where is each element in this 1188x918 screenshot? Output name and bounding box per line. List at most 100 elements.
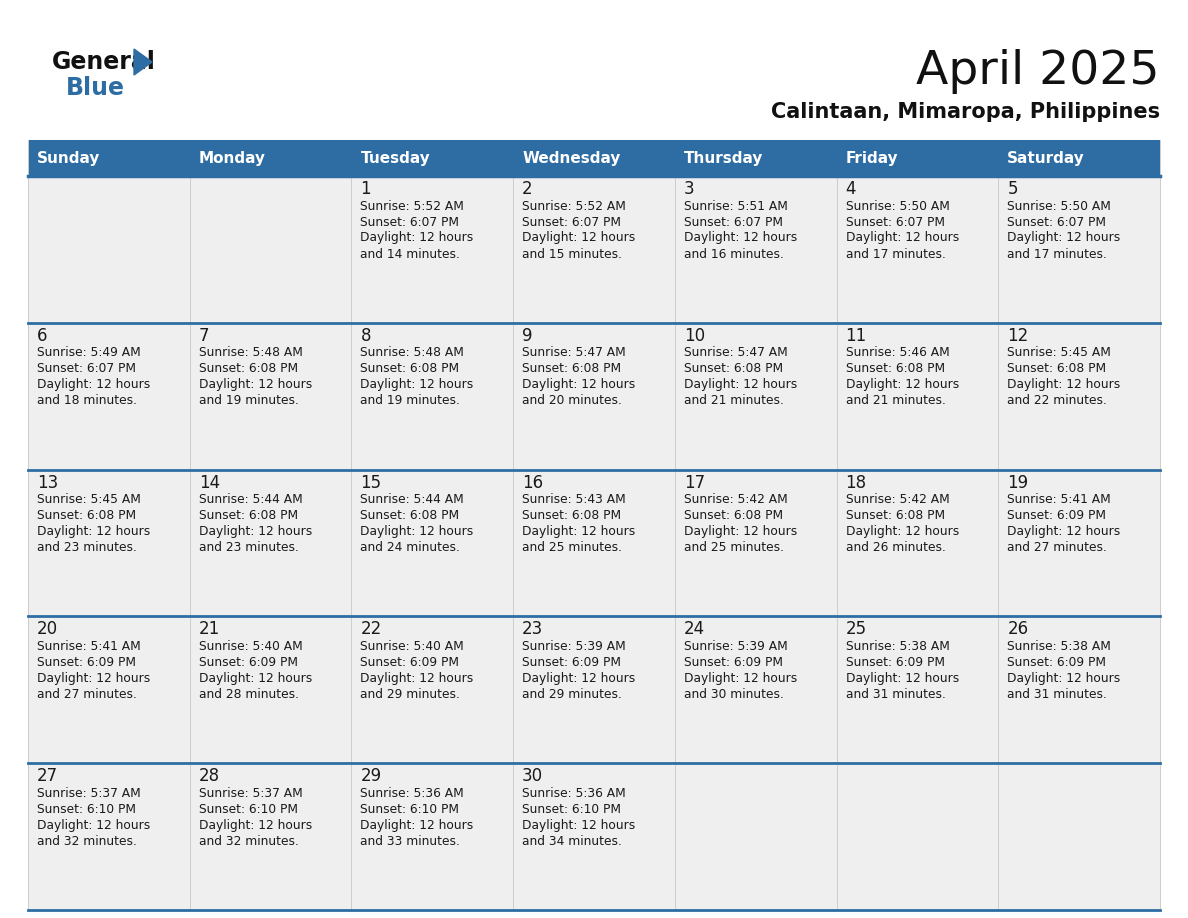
Text: 22: 22 <box>360 621 381 638</box>
Text: Sunset: 6:07 PM: Sunset: 6:07 PM <box>37 363 135 375</box>
Text: Daylight: 12 hours: Daylight: 12 hours <box>684 231 797 244</box>
Text: Sunset: 6:08 PM: Sunset: 6:08 PM <box>523 509 621 522</box>
Text: Sunrise: 5:40 AM: Sunrise: 5:40 AM <box>360 640 465 653</box>
Text: 13: 13 <box>37 474 58 492</box>
Text: and 17 minutes.: and 17 minutes. <box>846 248 946 261</box>
Text: Daylight: 12 hours: Daylight: 12 hours <box>684 378 797 391</box>
Text: Sunset: 6:08 PM: Sunset: 6:08 PM <box>684 363 783 375</box>
Text: 18: 18 <box>846 474 867 492</box>
Text: and 25 minutes.: and 25 minutes. <box>523 541 623 554</box>
Bar <box>675 140 836 176</box>
Text: Daylight: 12 hours: Daylight: 12 hours <box>846 378 959 391</box>
Text: 9: 9 <box>523 327 532 345</box>
Text: 27: 27 <box>37 767 58 785</box>
Bar <box>675 323 836 470</box>
Text: and 22 minutes.: and 22 minutes. <box>1007 395 1107 408</box>
Text: Sunset: 6:09 PM: Sunset: 6:09 PM <box>1007 509 1106 522</box>
Bar <box>836 176 998 323</box>
Text: 16: 16 <box>523 474 543 492</box>
Text: 23: 23 <box>523 621 543 638</box>
Text: and 24 minutes.: and 24 minutes. <box>360 541 460 554</box>
Text: Daylight: 12 hours: Daylight: 12 hours <box>37 672 150 685</box>
Text: Daylight: 12 hours: Daylight: 12 hours <box>523 672 636 685</box>
Text: Sunset: 6:08 PM: Sunset: 6:08 PM <box>846 363 944 375</box>
Text: and 32 minutes.: and 32 minutes. <box>198 834 298 847</box>
Bar <box>29 323 190 470</box>
Text: Daylight: 12 hours: Daylight: 12 hours <box>1007 378 1120 391</box>
Text: Wednesday: Wednesday <box>523 151 620 165</box>
Bar <box>352 616 513 763</box>
Text: and 29 minutes.: and 29 minutes. <box>523 688 623 701</box>
Text: Sunset: 6:08 PM: Sunset: 6:08 PM <box>846 509 944 522</box>
Text: Sunrise: 5:36 AM: Sunrise: 5:36 AM <box>360 787 465 800</box>
Text: Sunrise: 5:39 AM: Sunrise: 5:39 AM <box>523 640 626 653</box>
Text: 26: 26 <box>1007 621 1029 638</box>
Text: and 27 minutes.: and 27 minutes. <box>1007 541 1107 554</box>
Text: and 31 minutes.: and 31 minutes. <box>846 688 946 701</box>
Text: Sunrise: 5:46 AM: Sunrise: 5:46 AM <box>846 346 949 359</box>
Bar <box>836 616 998 763</box>
Text: Daylight: 12 hours: Daylight: 12 hours <box>360 672 474 685</box>
Text: Sunrise: 5:48 AM: Sunrise: 5:48 AM <box>198 346 303 359</box>
Text: Sunset: 6:09 PM: Sunset: 6:09 PM <box>37 655 135 669</box>
Text: Sunset: 6:08 PM: Sunset: 6:08 PM <box>360 509 460 522</box>
Bar <box>675 176 836 323</box>
Text: and 20 minutes.: and 20 minutes. <box>523 395 623 408</box>
Text: Sunset: 6:09 PM: Sunset: 6:09 PM <box>1007 655 1106 669</box>
Bar <box>836 323 998 470</box>
Text: Sunrise: 5:50 AM: Sunrise: 5:50 AM <box>846 199 949 212</box>
Text: Sunrise: 5:39 AM: Sunrise: 5:39 AM <box>684 640 788 653</box>
Text: Sunrise: 5:45 AM: Sunrise: 5:45 AM <box>37 493 141 506</box>
Text: Sunrise: 5:40 AM: Sunrise: 5:40 AM <box>198 640 303 653</box>
Text: Daylight: 12 hours: Daylight: 12 hours <box>37 525 150 538</box>
Text: 20: 20 <box>37 621 58 638</box>
Bar <box>29 616 190 763</box>
Text: Sunset: 6:09 PM: Sunset: 6:09 PM <box>846 655 944 669</box>
Text: 11: 11 <box>846 327 867 345</box>
Text: Blue: Blue <box>67 76 125 100</box>
Text: Calintaan, Mimaropa, Philippines: Calintaan, Mimaropa, Philippines <box>771 102 1159 122</box>
Text: 2: 2 <box>523 180 532 198</box>
Text: and 15 minutes.: and 15 minutes. <box>523 248 623 261</box>
Text: 19: 19 <box>1007 474 1029 492</box>
Text: and 25 minutes.: and 25 minutes. <box>684 541 784 554</box>
Text: Daylight: 12 hours: Daylight: 12 hours <box>360 378 474 391</box>
Text: and 29 minutes.: and 29 minutes. <box>360 688 460 701</box>
Text: Sunset: 6:08 PM: Sunset: 6:08 PM <box>360 363 460 375</box>
Bar <box>836 763 998 910</box>
Text: Daylight: 12 hours: Daylight: 12 hours <box>198 378 312 391</box>
Text: Sunrise: 5:51 AM: Sunrise: 5:51 AM <box>684 199 788 212</box>
Text: 7: 7 <box>198 327 209 345</box>
Text: Sunset: 6:10 PM: Sunset: 6:10 PM <box>523 802 621 816</box>
Text: 17: 17 <box>684 474 704 492</box>
Text: Sunrise: 5:37 AM: Sunrise: 5:37 AM <box>37 787 140 800</box>
Text: Daylight: 12 hours: Daylight: 12 hours <box>198 819 312 832</box>
Bar <box>29 140 190 176</box>
Text: Sunset: 6:08 PM: Sunset: 6:08 PM <box>198 363 298 375</box>
Text: Sunset: 6:10 PM: Sunset: 6:10 PM <box>37 802 135 816</box>
Text: Sunset: 6:07 PM: Sunset: 6:07 PM <box>684 216 783 229</box>
Text: Sunset: 6:10 PM: Sunset: 6:10 PM <box>360 802 460 816</box>
Text: 15: 15 <box>360 474 381 492</box>
Text: General: General <box>52 50 156 74</box>
Bar <box>352 763 513 910</box>
Text: April 2025: April 2025 <box>916 50 1159 95</box>
Text: Daylight: 12 hours: Daylight: 12 hours <box>1007 231 1120 244</box>
Text: Sunset: 6:09 PM: Sunset: 6:09 PM <box>684 655 783 669</box>
Text: Daylight: 12 hours: Daylight: 12 hours <box>846 231 959 244</box>
Text: Daylight: 12 hours: Daylight: 12 hours <box>846 672 959 685</box>
Text: 10: 10 <box>684 327 704 345</box>
Text: Sunrise: 5:50 AM: Sunrise: 5:50 AM <box>1007 199 1111 212</box>
Text: Sunrise: 5:38 AM: Sunrise: 5:38 AM <box>1007 640 1111 653</box>
Text: Sunrise: 5:36 AM: Sunrise: 5:36 AM <box>523 787 626 800</box>
Bar <box>998 470 1159 616</box>
Bar <box>513 176 675 323</box>
Text: 4: 4 <box>846 180 857 198</box>
Text: Sunset: 6:09 PM: Sunset: 6:09 PM <box>523 655 621 669</box>
Text: Sunset: 6:08 PM: Sunset: 6:08 PM <box>1007 363 1106 375</box>
Text: Saturday: Saturday <box>1007 151 1085 165</box>
Text: Daylight: 12 hours: Daylight: 12 hours <box>846 525 959 538</box>
Bar <box>352 470 513 616</box>
Bar <box>29 470 190 616</box>
Text: and 17 minutes.: and 17 minutes. <box>1007 248 1107 261</box>
